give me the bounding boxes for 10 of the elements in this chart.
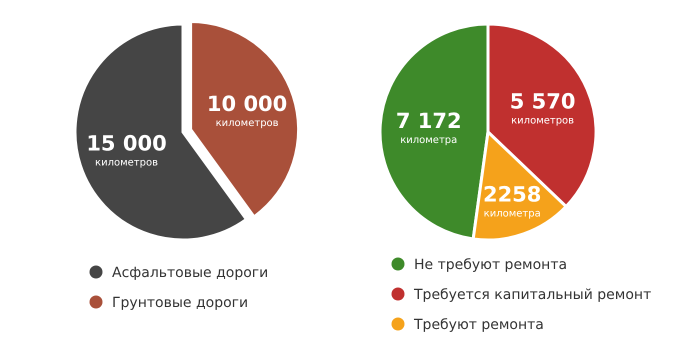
legend-label: Не требуют ремонта	[414, 257, 568, 273]
legend-label: Требуется капитальный ремонт	[413, 287, 652, 303]
legend-label: Грунтовые дороги	[112, 295, 248, 311]
data-label: 5 570 километров	[510, 90, 576, 127]
legend-label: Требуют ремонта	[413, 317, 544, 333]
legend-label: Асфальтовые дороги	[112, 265, 268, 281]
data-label: 10 000 километров	[206, 92, 288, 130]
data-label: 7 172 километра	[396, 108, 462, 146]
data-label: 15 000 километров	[86, 131, 167, 168]
data-label: 2258 километра	[482, 182, 542, 220]
